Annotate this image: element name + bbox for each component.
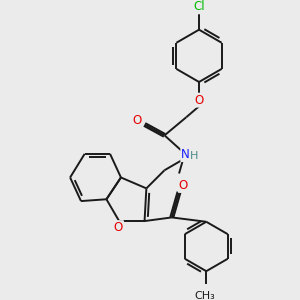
Text: O: O — [179, 179, 188, 192]
Text: N: N — [181, 148, 190, 161]
Text: H: H — [190, 151, 199, 161]
Text: CH₃: CH₃ — [195, 291, 216, 300]
Text: O: O — [194, 94, 204, 106]
Text: O: O — [114, 221, 123, 234]
Text: Cl: Cl — [193, 0, 205, 13]
Text: O: O — [132, 114, 141, 127]
